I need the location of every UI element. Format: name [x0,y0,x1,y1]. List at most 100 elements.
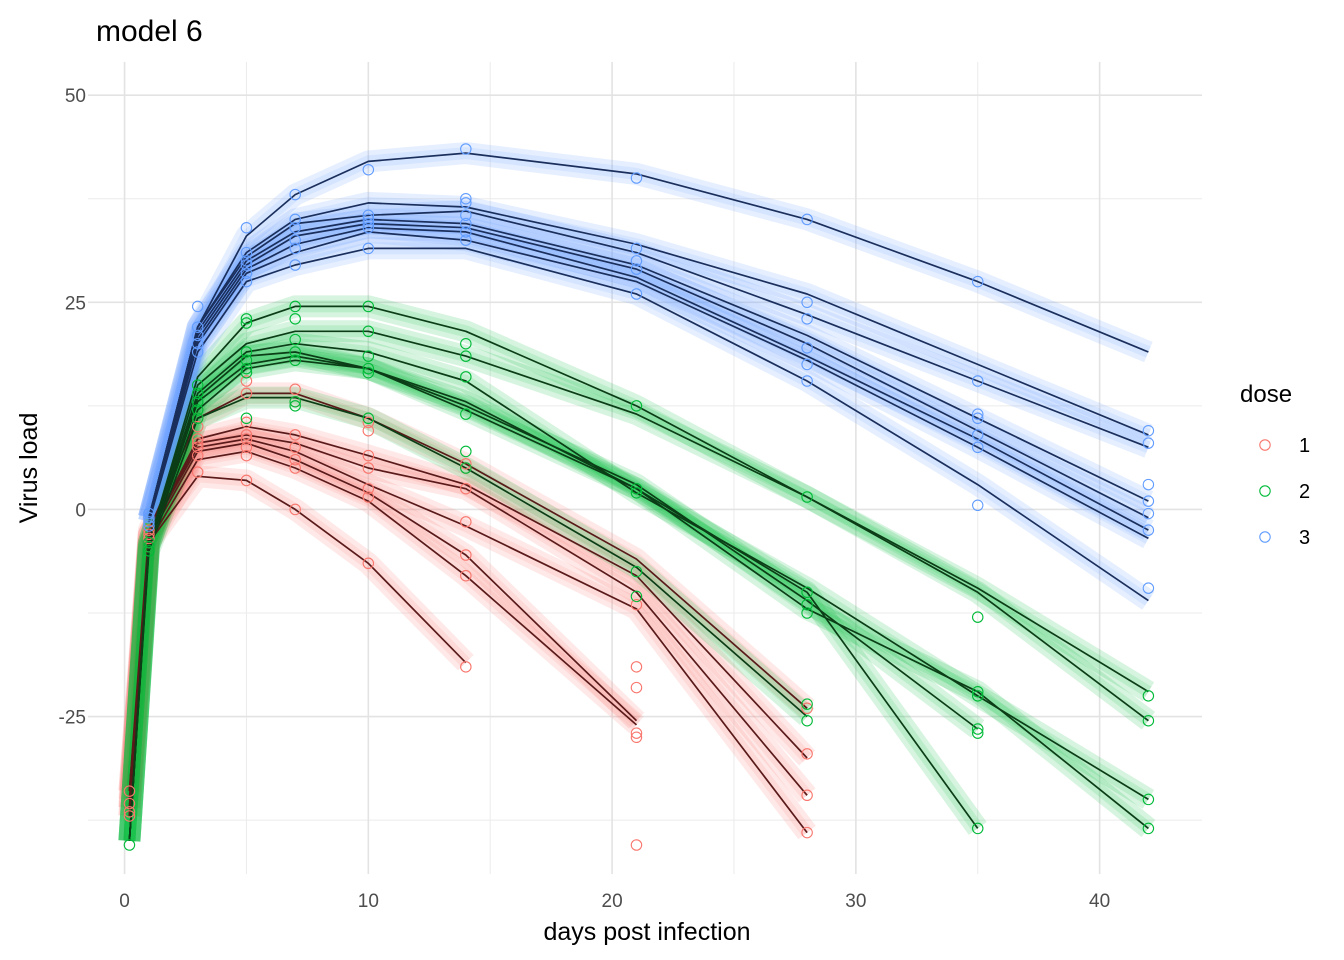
data-point-dose-2 [191,395,204,408]
data-point-dose-2 [191,404,204,416]
data-point-dose-1 [630,731,643,744]
data-point-dose-3 [1142,507,1155,520]
data-point-dose-2 [240,366,253,379]
data-point-dose-3 [191,337,204,350]
data-point-dose-2 [460,408,472,420]
data-point-dose-3 [971,429,984,441]
data-point-dose-2 [971,822,984,835]
data-points [123,143,1155,851]
data-point-dose-2 [143,545,155,557]
series-line-dose-2 [128,305,1149,841]
data-point-dose-3 [362,217,375,230]
data-point-dose-1 [143,524,155,536]
data-point-dose-3 [289,234,301,246]
data-point-dose-3 [801,213,813,226]
data-point-dose-2 [1142,793,1155,806]
data-point-dose-3 [191,321,204,333]
data-point-dose-3 [801,375,813,387]
data-point-dose-3 [1142,495,1155,507]
legend-title: dose [1240,381,1292,408]
data-point-dose-3 [191,300,204,313]
data-point-dose-1 [630,681,643,694]
data-point-dose-1 [460,516,472,528]
data-point-dose-1 [630,727,643,739]
series-line-dose-3 [148,222,1149,519]
data-point-dose-1 [240,441,253,454]
data-point-dose-1 [460,458,472,470]
data-point-dose-3 [971,375,984,387]
data-point-dose-1 [460,549,472,561]
data-point-dose-2 [240,317,253,329]
data-point-dose-2 [630,482,643,495]
data-point-dose-3 [240,267,253,280]
data-point-dose-3 [362,209,375,222]
data-point-dose-1 [123,806,136,818]
data-point-dose-2 [191,412,204,425]
data-point-dose-2 [460,445,472,458]
data-point-dose-2 [1142,690,1155,702]
data-point-dose-3 [971,408,984,420]
data-point-dose-3 [1142,524,1155,536]
data-point-dose-2 [460,462,472,474]
data-point-dose-2 [630,400,643,412]
data-point-dose-2 [240,346,253,358]
data-point-dose-2 [289,346,301,358]
legend-key-dose-2 [1259,485,1271,497]
data-point-dose-3 [971,412,984,425]
data-point-dose-3 [1142,582,1155,594]
data-point-dose-2 [362,412,375,425]
data-point-dose-2 [362,366,375,379]
data-point-dose-1 [289,453,301,466]
data-point-dose-3 [240,275,253,288]
data-point-dose-3 [289,221,301,234]
legend-key-dose-3 [1259,531,1271,543]
data-point-dose-1 [289,383,301,396]
series-line-dose-2 [128,330,1149,841]
y-axis-title: Virus load [15,413,43,524]
data-point-dose-2 [143,540,155,553]
data-point-dose-2 [801,607,813,619]
data-point-dose-3 [630,255,643,267]
data-point-dose-2 [460,350,472,362]
data-point-dose-1 [362,557,375,570]
data-point-dose-2 [460,337,472,350]
series-line-dose-3 [148,226,1149,531]
data-point-dose-2 [289,354,301,367]
data-point-dose-2 [971,727,984,739]
data-point-dose-3 [143,507,155,520]
data-point-dose-1 [240,474,253,487]
legend: dose 1 2 3 [1240,381,1310,549]
data-point-dose-3 [460,209,472,222]
data-point-dose-2 [289,395,301,408]
data-point-dose-1 [240,449,253,462]
data-point-dose-2 [801,714,813,727]
data-point-dose-3 [801,358,813,371]
data-point-dose-3 [971,275,984,288]
data-point-dose-2 [630,487,643,499]
x-tick-label: 0 [119,891,130,912]
data-point-dose-2 [801,491,813,503]
data-point-dose-1 [289,462,301,474]
data-point-dose-2 [362,362,375,375]
y-axis-ticks: -25 0 25 50 [59,86,86,728]
data-point-dose-3 [460,217,472,230]
y-tick-label: -25 [59,708,86,729]
legend-label-dose-1: 1 [1299,435,1310,457]
y-tick-label: 25 [65,293,86,314]
data-point-dose-2 [801,586,813,599]
data-point-dose-3 [143,511,155,524]
data-point-dose-1 [143,528,155,541]
data-point-dose-2 [123,839,136,851]
legend-label-dose-2: 2 [1299,481,1310,503]
data-point-dose-3 [362,163,375,176]
data-point-dose-3 [289,213,301,226]
data-point-dose-3 [460,197,472,209]
data-point-dose-3 [971,441,984,454]
data-point-dose-2 [971,690,984,702]
data-point-dose-1 [362,491,375,503]
data-point-dose-3 [240,246,253,259]
data-point-dose-2 [1142,714,1155,727]
data-point-dose-3 [1142,478,1155,491]
data-point-dose-3 [191,329,204,342]
data-point-dose-2 [289,333,301,346]
